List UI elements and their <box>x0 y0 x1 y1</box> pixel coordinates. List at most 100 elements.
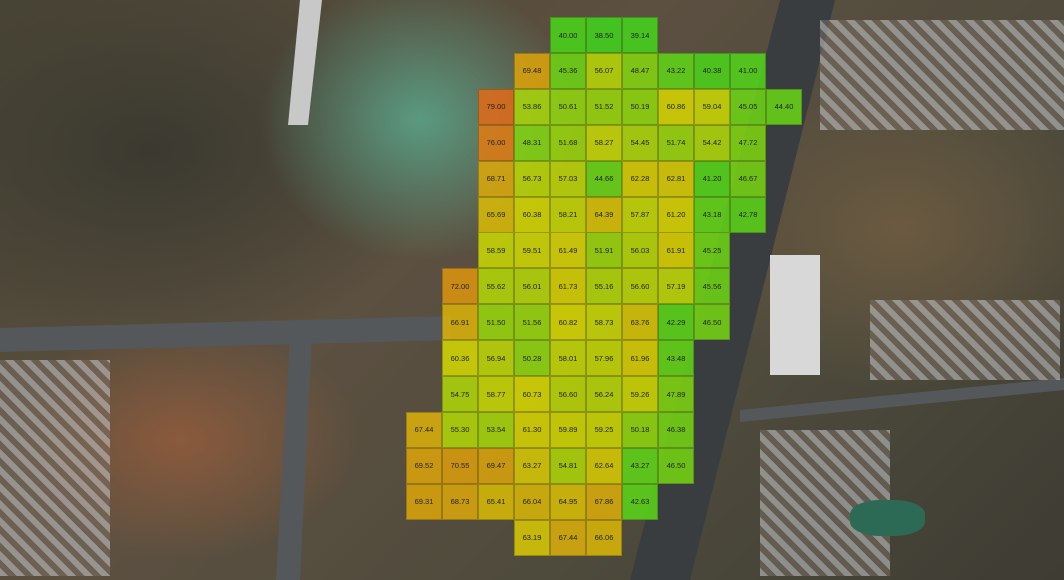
heatmap-cell: 45.36 <box>550 52 586 89</box>
heatmap-cell: 41.20 <box>694 160 730 197</box>
heatmap-cell: 64.95 <box>550 483 586 520</box>
heatmap-cell: 56.73 <box>514 160 550 197</box>
heatmap-cell: 47.72 <box>730 124 766 161</box>
heatmap-cell: 57.87 <box>622 196 658 233</box>
heatmap-cell: 66.06 <box>586 519 622 556</box>
heatmap-cell: 58.59 <box>478 232 514 269</box>
heatmap-cell: 61.96 <box>622 340 658 377</box>
heatmap-cell: 51.56 <box>514 304 550 341</box>
heatmap-cell: 55.62 <box>478 268 514 305</box>
heatmap-cell: 53.54 <box>478 411 514 448</box>
heatmap-cell: 59.04 <box>694 88 730 125</box>
heatmap-cell: 62.28 <box>622 160 658 197</box>
heatmap-cell: 68.73 <box>442 483 478 520</box>
residential-area-east <box>870 300 1060 380</box>
heatmap-cell: 53.86 <box>514 88 550 125</box>
heatmap-cell: 40.38 <box>694 52 730 89</box>
heatmap-cell: 57.96 <box>586 340 622 377</box>
heatmap-cell: 56.03 <box>622 232 658 269</box>
heatmap-cell: 63.27 <box>514 447 550 484</box>
heatmap-cell: 79.00 <box>478 88 514 125</box>
heatmap-cell: 56.01 <box>514 268 550 305</box>
heatmap-cell: 56.24 <box>586 376 622 412</box>
heatmap-cell: 47.89 <box>658 376 694 412</box>
heatmap-cell: 55.16 <box>586 268 622 305</box>
heatmap-cell: 65.41 <box>478 483 514 520</box>
heatmap-cell: 58.01 <box>550 340 586 377</box>
road-horizontal <box>0 316 450 352</box>
heatmap-cell: 60.82 <box>550 304 586 341</box>
heatmap-cell: 62.81 <box>658 160 694 197</box>
heatmap-cell: 50.28 <box>514 340 550 377</box>
overpass <box>288 0 322 125</box>
heatmap-cell: 58.77 <box>478 376 514 412</box>
heatmap-cell: 48.31 <box>514 124 550 161</box>
heatmap-cell: 66.04 <box>514 483 550 520</box>
heatmap-cell: 63.19 <box>514 519 550 556</box>
heatmap-cell: 58.27 <box>586 124 622 161</box>
heatmap-cell: 67.86 <box>586 483 622 520</box>
heatmap-cell: 62.64 <box>586 447 622 484</box>
heatmap-cell: 60.73 <box>514 376 550 412</box>
heatmap-cell: 69.48 <box>514 52 550 89</box>
heatmap-cell: 43.18 <box>694 196 730 233</box>
heatmap-cell: 38.50 <box>586 17 622 53</box>
heatmap-cell: 56.60 <box>622 268 658 305</box>
heatmap-cell: 43.27 <box>622 447 658 484</box>
heatmap-cell: 61.30 <box>514 411 550 448</box>
heatmap-cell: 42.63 <box>622 483 658 520</box>
heatmap-cell: 54.42 <box>694 124 730 161</box>
heatmap-cell: 70.55 <box>442 447 478 484</box>
heatmap-cell: 42.29 <box>658 304 694 341</box>
heatmap-cell: 59.51 <box>514 232 550 269</box>
heatmap-cell: 66.91 <box>442 304 478 341</box>
heatmap-cell: 44.66 <box>586 160 622 197</box>
heatmap-cell: 42.78 <box>730 196 766 233</box>
heatmap-cell: 56.60 <box>550 376 586 412</box>
heatmap-cell: 58.73 <box>586 304 622 341</box>
heatmap-cell: 57.03 <box>550 160 586 197</box>
residential-area-northeast <box>820 20 1064 130</box>
heatmap-cell: 45.56 <box>694 268 730 305</box>
heatmap-cell: 54.45 <box>622 124 658 161</box>
heatmap-cell: 51.74 <box>658 124 694 161</box>
heatmap-cell: 61.73 <box>550 268 586 305</box>
heatmap-cell: 55.30 <box>442 411 478 448</box>
heatmap-cell: 59.89 <box>550 411 586 448</box>
heatmap-cell: 59.26 <box>622 376 658 412</box>
heatmap-cell: 60.38 <box>514 196 550 233</box>
heatmap-cell: 60.36 <box>442 340 478 377</box>
heatmap-cell: 61.91 <box>658 232 694 269</box>
heatmap-cell: 51.52 <box>586 88 622 125</box>
heatmap-cell: 45.05 <box>730 88 766 125</box>
heatmap-cell: 51.68 <box>550 124 586 161</box>
pond <box>850 500 925 536</box>
heatmap-cell: 58.21 <box>550 196 586 233</box>
heatmap-cell: 61.49 <box>550 232 586 269</box>
heatmap-cell: 68.71 <box>478 160 514 197</box>
heatmap-cell: 72.00 <box>442 268 478 305</box>
road-vertical <box>276 335 312 580</box>
heatmap-cell: 44.40 <box>766 88 802 125</box>
heatmap-cell: 46.50 <box>694 304 730 341</box>
heatmap-cell: 43.22 <box>658 52 694 89</box>
heatmap-cell: 46.38 <box>658 411 694 448</box>
heatmap-cell: 54.75 <box>442 376 478 412</box>
heatmap-cell: 50.19 <box>622 88 658 125</box>
heatmap-cell: 54.81 <box>550 447 586 484</box>
heatmap-cell: 41.00 <box>730 52 766 89</box>
heatmap-cell: 45.25 <box>694 232 730 269</box>
heatmap-cell: 61.20 <box>658 196 694 233</box>
heatmap-cell: 48.47 <box>622 52 658 89</box>
heatmap-cell: 51.50 <box>478 304 514 341</box>
heatmap-cell: 43.48 <box>658 340 694 377</box>
heatmap-cell: 63.76 <box>622 304 658 341</box>
heatmap-cell: 76.00 <box>478 124 514 161</box>
heatmap-cell: 67.44 <box>550 519 586 556</box>
heatmap-cell: 69.31 <box>406 483 442 520</box>
heatmap-cell: 51.91 <box>586 232 622 269</box>
heatmap-cell: 56.94 <box>478 340 514 377</box>
road-east <box>740 378 1064 422</box>
heatmap-cell: 69.47 <box>478 447 514 484</box>
